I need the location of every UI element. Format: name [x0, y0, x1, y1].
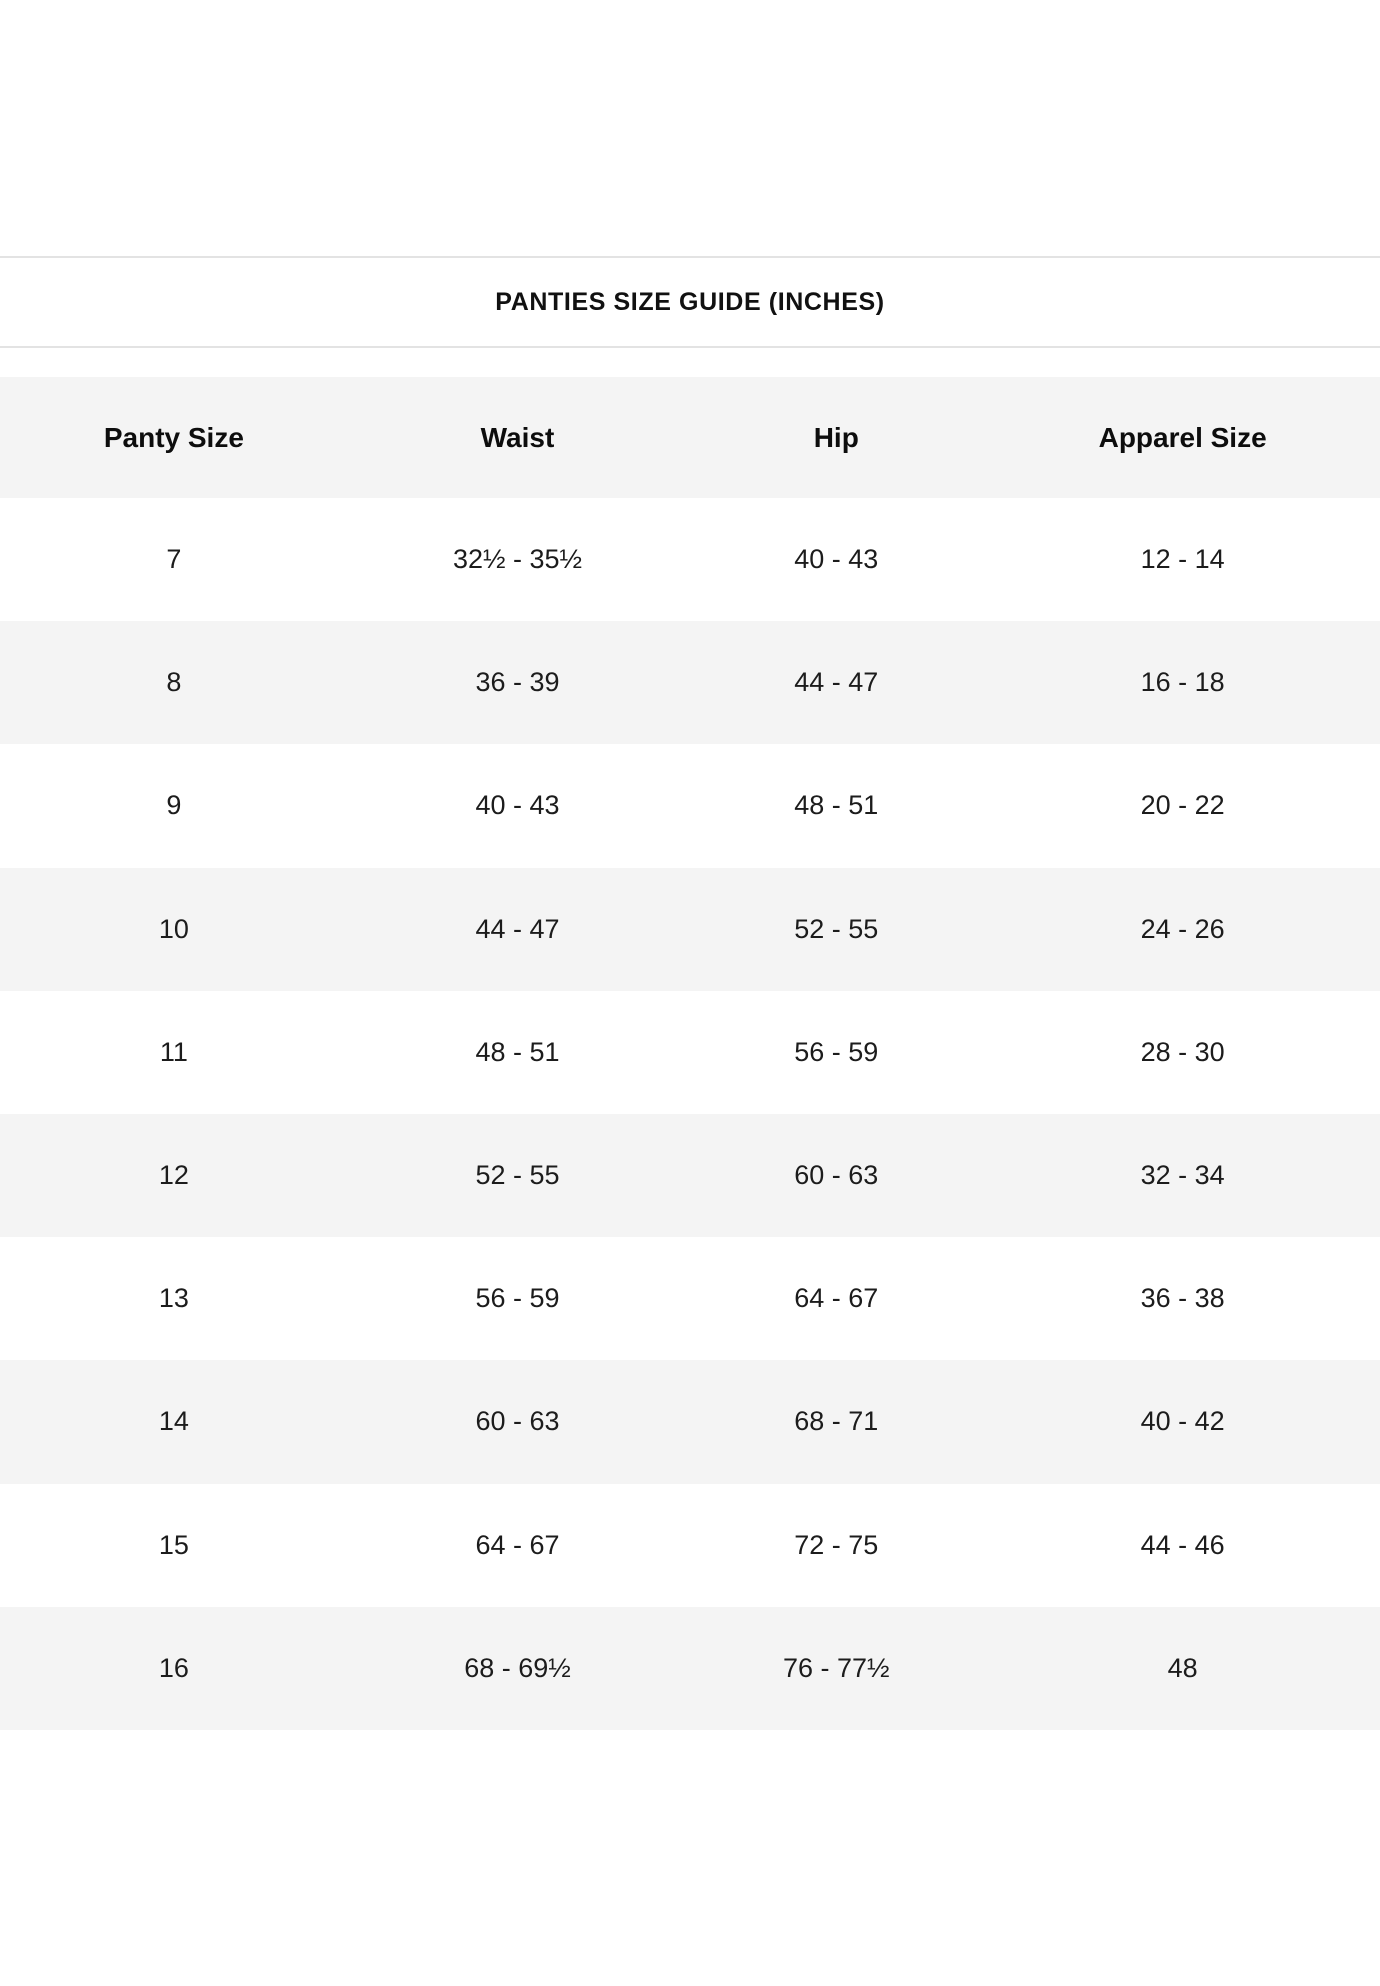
cell-apparel-size: 28 - 30	[1140, 1036, 1225, 1067]
cell-waist: 36 - 39	[475, 667, 560, 698]
cell-waist: 68 - 69½	[464, 1652, 571, 1683]
cell-waist: 56 - 59	[475, 1283, 560, 1314]
column-header-panty-size: Panty Size	[103, 421, 244, 453]
cell-panty-size: 16	[158, 1652, 189, 1683]
size-guide-title-band: PANTIES SIZE GUIDE (INCHES)	[0, 256, 1380, 348]
cell-apparel-size: 16 - 18	[1140, 667, 1225, 698]
table-row: 11 48 - 51 56 - 59 28 - 30	[0, 990, 1380, 1114]
cell-panty-size: 10	[158, 913, 189, 944]
cell-waist: 48 - 51	[475, 1036, 560, 1067]
cell-apparel-size: 36 - 38	[1140, 1283, 1225, 1314]
cell-waist: 64 - 67	[475, 1529, 560, 1560]
cell-apparel-size: 40 - 42	[1140, 1406, 1225, 1437]
cell-hip: 60 - 63	[794, 1160, 879, 1191]
cell-panty-size: 9	[166, 790, 182, 821]
table-header-row: Panty Size Waist Hip Apparel Size	[0, 377, 1380, 498]
cell-panty-size: 12	[158, 1160, 189, 1191]
cell-hip: 40 - 43	[794, 544, 879, 575]
table-row: 8 36 - 39 44 - 47 16 - 18	[0, 621, 1380, 745]
cell-waist: 32½ - 35½	[452, 544, 583, 575]
table-row: 7 32½ - 35½ 40 - 43 12 - 14	[0, 498, 1380, 622]
cell-panty-size: 7	[166, 544, 182, 575]
cell-hip: 76 - 77½	[782, 1652, 890, 1683]
cell-hip: 44 - 47	[794, 667, 879, 698]
cell-hip: 72 - 75	[794, 1529, 879, 1560]
table-row: 13 56 - 59 64 - 67 36 - 38	[0, 1237, 1380, 1361]
table-row: 14 60 - 63 68 - 71 40 - 42	[0, 1360, 1380, 1484]
cell-apparel-size: 48	[1167, 1652, 1198, 1683]
table-row: 12 52 - 55 60 - 63 32 - 34	[0, 1113, 1380, 1238]
cell-hip: 56 - 59	[794, 1036, 879, 1067]
table-row: 10 44 - 47 52 - 55 24 - 26	[0, 867, 1380, 991]
cell-apparel-size: 24 - 26	[1140, 913, 1225, 944]
cell-panty-size: 11	[159, 1036, 188, 1067]
cell-hip: 64 - 67	[794, 1283, 879, 1314]
cell-hip: 68 - 71	[794, 1406, 879, 1437]
cell-waist: 60 - 63	[475, 1406, 560, 1437]
table-row: 9 40 - 43 48 - 51 20 - 22	[0, 744, 1380, 868]
column-header-apparel-size: Apparel Size	[1098, 421, 1267, 453]
cell-panty-size: 14	[158, 1406, 189, 1437]
cell-apparel-size: 20 - 22	[1140, 790, 1225, 821]
cell-waist: 52 - 55	[475, 1160, 560, 1191]
cell-hip: 52 - 55	[794, 913, 879, 944]
column-header-waist: Waist	[480, 421, 555, 453]
cell-apparel-size: 12 - 14	[1140, 544, 1225, 575]
cell-panty-size: 15	[158, 1529, 189, 1560]
cell-waist: 44 - 47	[475, 913, 560, 944]
table-row: 15 64 - 67 72 - 75 44 - 46	[0, 1483, 1380, 1607]
cell-panty-size: 13	[158, 1283, 189, 1314]
cell-waist: 40 - 43	[475, 790, 560, 821]
column-header-hip: Hip	[813, 421, 859, 453]
table-row: 16 68 - 69½ 76 - 77½ 48	[0, 1606, 1380, 1730]
cell-apparel-size: 44 - 46	[1140, 1529, 1225, 1560]
cell-apparel-size: 32 - 34	[1140, 1160, 1225, 1191]
cell-hip: 48 - 51	[794, 790, 879, 821]
cell-panty-size: 8	[166, 667, 182, 698]
page-title: PANTIES SIZE GUIDE (INCHES)	[495, 287, 885, 316]
size-guide-table: Panty Size Waist Hip Apparel Size 7 32½ …	[0, 377, 1380, 1730]
